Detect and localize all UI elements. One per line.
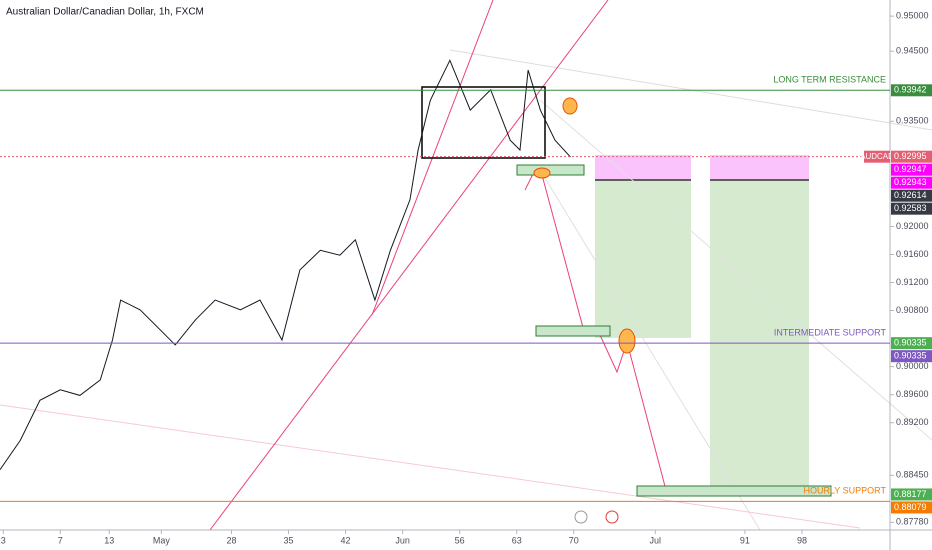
y-tick-label: 0.91200	[896, 277, 929, 287]
marker	[618, 328, 636, 354]
trend-line	[209, 0, 609, 531]
price-tag-text: 0.92614	[894, 190, 927, 200]
x-tick-label: 98	[797, 535, 807, 545]
x-tick-label: Jul	[650, 535, 662, 545]
y-tick-label: 0.90800	[896, 305, 929, 315]
price-tag	[891, 163, 932, 176]
x-tick-label: May	[153, 535, 171, 545]
x-tick-label: 56	[455, 535, 465, 545]
y-tick-label: 0.93500	[896, 116, 929, 126]
price-tag-text: 0.90335	[894, 338, 927, 348]
y-tick-label: 0.89200	[896, 417, 929, 427]
x-tick-label: 28	[226, 535, 236, 545]
y-tick-label: 0.92000	[896, 221, 929, 231]
price-tag-text: 0.92943	[894, 177, 927, 187]
stop-zone	[710, 155, 809, 180]
price-tag-text: 0.92995	[894, 151, 927, 161]
x-tick-label: 91	[740, 535, 750, 545]
price-tag	[891, 350, 932, 363]
price-tag-text: 0.88079	[894, 502, 927, 512]
range-box	[421, 86, 546, 159]
price-tag-text: 0.93942	[894, 85, 927, 95]
zone	[516, 164, 585, 176]
trend-line	[0, 404, 861, 529]
price-tag	[891, 189, 932, 202]
drawings	[0, 0, 932, 531]
x-tick-label: 35	[284, 535, 294, 545]
forecast-arrow	[599, 334, 667, 491]
level-name: LONG TERM RESISTANCE	[773, 75, 886, 85]
y-tick-label: 0.89600	[896, 389, 929, 399]
price-tag	[891, 176, 932, 189]
target-zone	[710, 155, 809, 494]
y-tick-label: 0.87780	[896, 517, 929, 527]
level-name: HOURLY SUPPORT	[803, 486, 886, 496]
trend-line	[539, 169, 761, 531]
price-tag-text: 0.88177	[894, 489, 927, 499]
price-tag-text: 0.92947	[894, 164, 927, 174]
level-name: INTERMEDIATE SUPPORT	[774, 328, 887, 338]
y-tick-label: 0.88450	[896, 470, 929, 480]
x-tick-label: 63	[512, 535, 522, 545]
x-tick-label: 70	[569, 535, 579, 545]
price-tag	[891, 84, 932, 97]
zone	[636, 485, 832, 497]
x-tick-label: 13	[104, 535, 114, 545]
zone	[535, 325, 611, 337]
symbol-tag-text: AUDCAD	[860, 152, 894, 161]
y-tick-label: 0.91600	[896, 249, 929, 259]
price-line	[0, 59, 571, 470]
price-tag	[891, 150, 932, 163]
x-tick-label: 7	[58, 535, 63, 545]
marker	[533, 167, 551, 179]
target-zone	[595, 155, 691, 338]
event-icon[interactable]	[605, 510, 619, 524]
x-tick-label: 3	[1, 535, 6, 545]
price-tag-text: 0.92583	[894, 203, 927, 213]
stop-zone	[595, 155, 691, 180]
price-tag-text: 0.90335	[894, 351, 927, 361]
y-tick-label: 0.90000	[896, 361, 929, 371]
symbol-tag	[864, 150, 890, 163]
marker	[562, 97, 578, 115]
price-tag	[891, 202, 932, 215]
y-tick-label: 0.95000	[896, 10, 929, 20]
forecast-arrow	[541, 174, 586, 336]
y-tick-label: 0.94500	[896, 46, 929, 56]
price-tag	[891, 488, 932, 501]
price-tag	[891, 501, 932, 514]
x-tick-label: Jun	[395, 535, 410, 545]
price-tag	[891, 337, 932, 350]
chart-title: Australian Dollar/Canadian Dollar, 1h, F…	[6, 7, 204, 18]
event-icon[interactable]	[574, 510, 588, 524]
x-tick-label: 42	[341, 535, 351, 545]
